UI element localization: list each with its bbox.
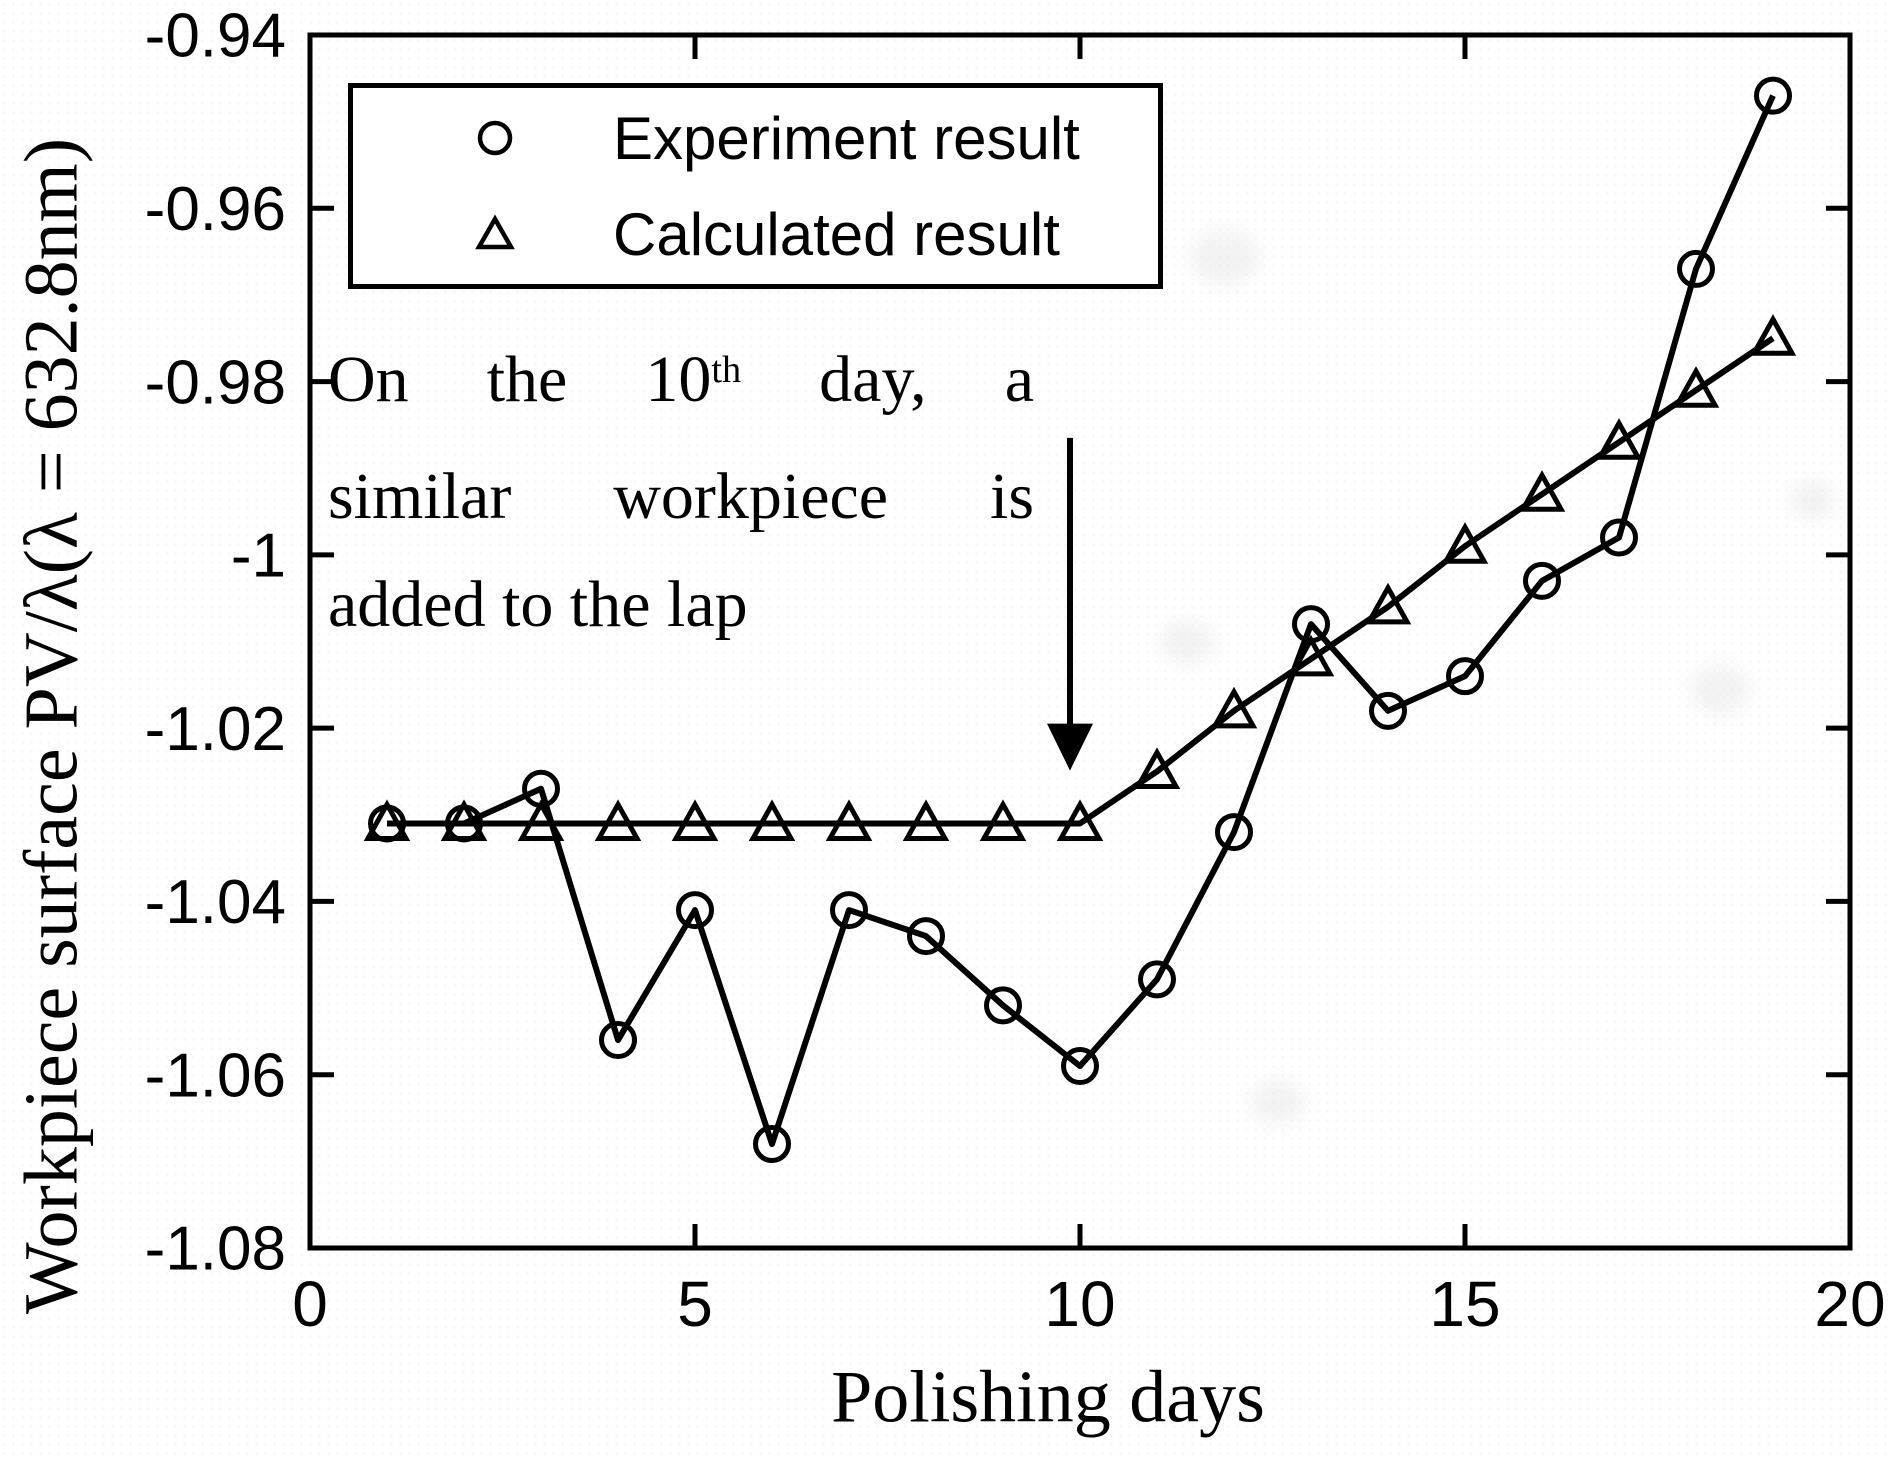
annotation-line-1: On the 10th day, a [328, 326, 1034, 443]
annotation-text: On the 10th day, a similar workpiece is … [328, 326, 1034, 659]
y-tick-label: -1.02 [145, 695, 286, 764]
y-tick-label: -1.04 [145, 868, 286, 937]
data-marker-triangle [1749, 314, 1797, 356]
data-marker-circle [907, 917, 945, 956]
data-marker-circle [676, 891, 714, 930]
data-marker-triangle [979, 799, 1027, 841]
data-marker-triangle [594, 799, 642, 841]
data-marker-triangle [748, 799, 796, 841]
data-marker-circle [599, 1021, 637, 1060]
y-tick-label: -0.98 [145, 348, 286, 417]
data-marker-circle [1754, 76, 1792, 115]
data-marker-triangle [825, 799, 873, 841]
y-tick-label: -1.06 [145, 1041, 286, 1110]
y-tick-label: -1 [231, 522, 286, 591]
triangle-marker-icon [353, 212, 613, 256]
data-marker-circle [1061, 1047, 1099, 1086]
data-marker-triangle [1056, 799, 1104, 841]
annotation-line-3: added to the lap [328, 568, 748, 641]
series-line-calculated [387, 335, 1775, 827]
data-marker-circle [1446, 657, 1484, 696]
data-marker-triangle [902, 799, 950, 841]
y-axis-label: Workpiece surface PV/λ(λ = 632.8nm) [9, 137, 94, 1315]
x-tick-label: 15 [1429, 1268, 1500, 1340]
data-marker-triangle [1672, 366, 1720, 408]
data-marker-triangle [1133, 747, 1181, 789]
data-marker-triangle [440, 799, 488, 841]
data-marker-circle [1523, 561, 1561, 600]
data-marker-triangle [1287, 634, 1335, 677]
data-marker-triangle [1518, 470, 1566, 512]
x-axis-label: Polishing days [831, 1356, 1265, 1439]
data-marker-circle [1215, 813, 1253, 852]
data-marker-triangle [517, 799, 565, 841]
data-marker-circle [1138, 960, 1176, 999]
annotation-line1-superscript: th [711, 348, 742, 391]
data-marker-triangle [363, 799, 411, 841]
series-line-experiment [387, 94, 1776, 1148]
x-tick-label: 0 [292, 1268, 328, 1340]
y-tick-label: -0.96 [145, 175, 286, 244]
y-tick-label: -0.94 [145, 2, 286, 71]
annotation-line-2: similar workpiece is [328, 460, 1034, 533]
legend-label-calculated: Calculated result [613, 200, 1060, 268]
annotation-line1-pre: On the 10 [328, 343, 712, 416]
data-marker-triangle [671, 799, 719, 841]
legend-label-experiment: Experiment result [613, 104, 1080, 172]
data-marker-triangle [1441, 522, 1489, 564]
x-tick-label: 10 [1044, 1268, 1115, 1340]
legend-item-calculated: Calculated result [353, 186, 1158, 282]
legend: Experiment result Calculated result [348, 83, 1163, 289]
annotation-arrow-head [1046, 723, 1093, 771]
data-marker-triangle [1364, 582, 1412, 625]
data-marker-circle [1677, 249, 1715, 288]
data-marker-triangle [1210, 686, 1258, 729]
annotation-line1-post: day, a [741, 343, 1034, 416]
x-tick-label: 20 [1814, 1268, 1885, 1340]
circle-marker-icon [353, 116, 613, 160]
data-marker-triangle [1595, 418, 1643, 460]
data-marker-circle [830, 891, 868, 930]
data-marker-circle [1600, 518, 1638, 557]
data-marker-circle [753, 1125, 791, 1164]
data-marker-circle [984, 986, 1022, 1025]
legend-item-experiment: Experiment result [353, 90, 1158, 186]
x-tick-label: 5 [677, 1268, 713, 1340]
data-marker-circle [1369, 691, 1407, 730]
y-tick-label: -1.08 [145, 1215, 286, 1284]
